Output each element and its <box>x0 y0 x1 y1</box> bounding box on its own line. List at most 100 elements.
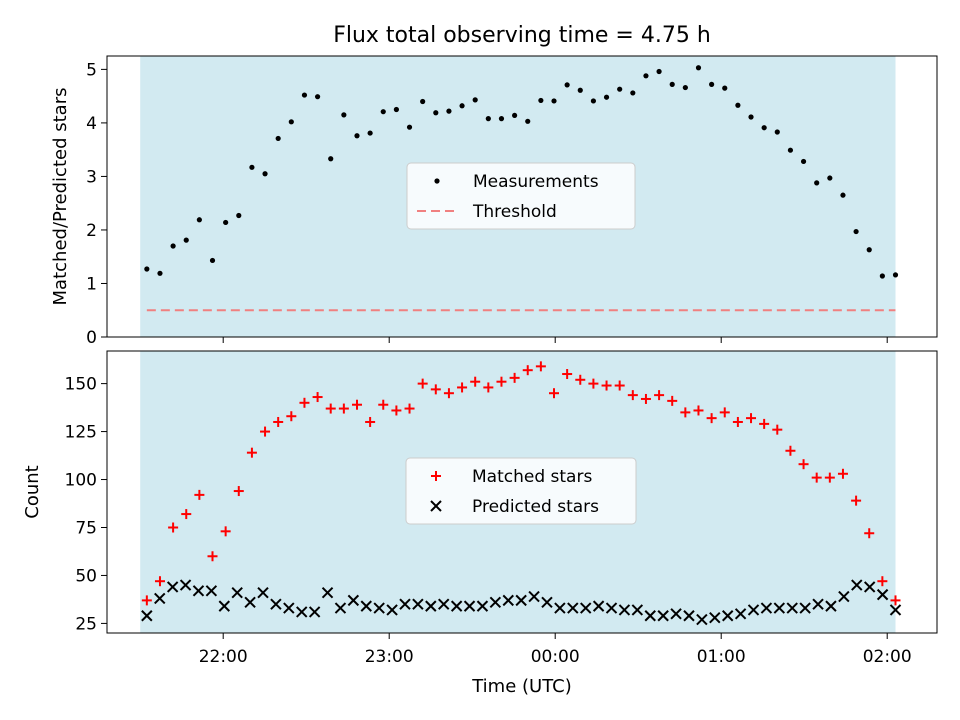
matched-star-point <box>693 405 704 416</box>
predicted-star-point <box>851 579 863 591</box>
matched-star-point <box>706 413 717 424</box>
predicted-star-point <box>825 600 837 612</box>
predicted-star-point <box>670 608 682 620</box>
measurement-point <box>157 270 163 276</box>
matched-star-point <box>483 382 494 393</box>
measurement-point <box>314 94 321 100</box>
matched-star-point <box>404 403 415 414</box>
predicted-star-point <box>889 604 902 616</box>
legend-label: Matched stars <box>472 467 592 487</box>
matched-star-point <box>654 390 665 401</box>
predicted-star-point <box>179 579 192 591</box>
y-tick-label: 125 <box>65 423 97 443</box>
legend-label: Measurements <box>473 172 599 192</box>
y-tick-label: 75 <box>75 518 97 538</box>
predicted-star-point <box>425 600 437 612</box>
measurement-point <box>630 90 636 96</box>
measurement-point <box>485 116 491 122</box>
predicted-star-point <box>218 600 230 612</box>
measurement-point <box>748 114 754 120</box>
x-tick-label: 22:00 <box>199 647 248 667</box>
matched-star-point <box>260 426 271 437</box>
x-tick-label: 23:00 <box>365 647 414 667</box>
predicted-star-point <box>709 611 721 624</box>
measurement-point <box>144 266 150 272</box>
predicted-star-point <box>399 598 411 610</box>
bottom-x-axis-label: Time (UTC) <box>471 676 572 697</box>
measurement-point <box>669 81 675 87</box>
predicted-star-point <box>283 602 295 614</box>
matched-star-point <box>220 526 231 537</box>
matched-star-point <box>168 522 179 533</box>
legend-box <box>405 457 637 525</box>
predicted-star-point <box>476 600 489 612</box>
predicted-star-point <box>605 602 618 614</box>
predicted-star-point <box>192 585 205 597</box>
matched-star-point <box>549 388 560 399</box>
predicted-star-point <box>438 598 450 610</box>
matched-star-point <box>837 468 848 479</box>
predicted-star-point <box>799 602 811 614</box>
matched-star-point <box>338 403 349 414</box>
predicted-star-point <box>786 602 798 614</box>
y-tick-label: 50 <box>75 566 97 586</box>
matched-star-point <box>772 424 783 435</box>
measurement-point <box>735 102 741 108</box>
matched-star-point <box>785 445 796 456</box>
predicted-star-point <box>528 590 540 603</box>
predicted-star-point <box>734 608 747 620</box>
matched-star-point <box>864 528 875 539</box>
predicted-star-point <box>618 604 631 616</box>
top-legend: Measurements Threshold <box>406 162 636 230</box>
measurement-point <box>328 156 334 162</box>
measurement-point <box>892 272 899 278</box>
matched-star-point <box>496 376 507 387</box>
measurement-point <box>393 106 399 113</box>
predicted-star-point <box>631 604 644 616</box>
measurement-point <box>170 243 176 249</box>
predicted-star-point <box>308 606 321 618</box>
predicted-star-point <box>296 606 308 618</box>
matched-star-point <box>273 416 284 427</box>
measurement-point <box>761 125 767 131</box>
predicted-star-point <box>450 600 463 612</box>
bottom-axes-frame <box>106 350 938 634</box>
measurement-point <box>223 219 229 226</box>
matched-star-point <box>430 384 441 395</box>
top-panel: 0 1 2 3 4 5 Matched/Predicted stars Measureme… <box>50 55 938 348</box>
measurement-point <box>459 103 465 109</box>
top-x-ticks <box>222 337 888 343</box>
y-tick-label: 0 <box>86 328 97 348</box>
predicted-star-point <box>360 600 372 612</box>
y-tick-label: 150 <box>65 375 97 395</box>
predicted-star-point <box>154 592 166 605</box>
measurement-point <box>879 273 885 279</box>
matched-star-point <box>509 372 520 383</box>
predicted-star-point <box>257 587 269 599</box>
matched-star-point <box>443 388 454 399</box>
matched-star-point <box>575 374 586 385</box>
matched-star-point <box>299 397 310 408</box>
top-y-axis-label: Matched/Predicted stars <box>50 88 71 306</box>
predicted-star-point <box>463 600 476 612</box>
x-tick-label: 01:00 <box>697 647 746 667</box>
matched-star-point <box>562 369 573 380</box>
matched-star-point <box>181 509 192 520</box>
matched-star-point <box>759 418 770 429</box>
predicted-star-point <box>721 610 734 622</box>
measurement-point <box>695 65 702 71</box>
measurement-point <box>525 118 531 124</box>
measurement-point <box>472 97 478 103</box>
matched-star-point <box>154 576 165 587</box>
matched-star-point <box>351 399 362 410</box>
legend-marker <box>430 500 442 512</box>
matched-star-point <box>470 376 481 387</box>
predicted-star-point <box>863 581 876 593</box>
measurement-point <box>853 228 859 235</box>
matched-star-point <box>365 416 376 427</box>
chart-title: Flux total observing time = 4.75 h <box>333 23 711 48</box>
matched-star-point <box>640 393 651 404</box>
x-tick-label: 02:00 <box>863 647 912 667</box>
measurement-point <box>209 257 216 264</box>
predicted-star-point <box>580 602 592 614</box>
